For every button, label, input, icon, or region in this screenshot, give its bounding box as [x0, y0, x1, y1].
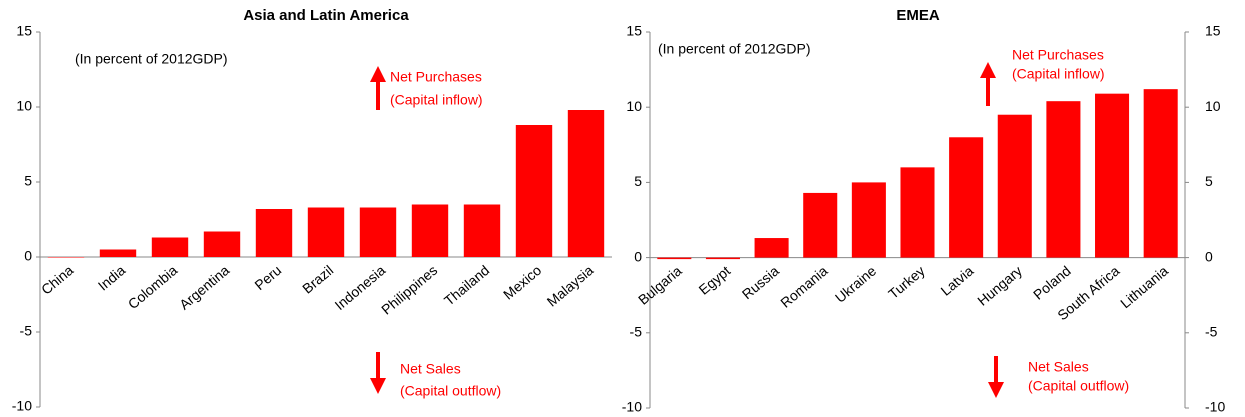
y-tick-label: 5	[24, 173, 32, 189]
bar	[1046, 101, 1081, 258]
annotation: (Capital outflow)	[400, 383, 501, 399]
y-tick-label: 15	[626, 23, 642, 39]
x-tick-label: Bulgaria	[635, 262, 685, 307]
y-tick-label: 10	[1205, 98, 1221, 114]
y-tick-label: 10	[626, 98, 642, 114]
bar	[151, 237, 189, 257]
y-tick-label: -5	[20, 323, 33, 339]
bar	[851, 182, 886, 258]
bar	[99, 249, 137, 257]
y-tick-label: -10	[622, 399, 642, 415]
x-tick-label: Brazil	[299, 262, 336, 297]
annotation: (Capital outflow)	[1028, 378, 1129, 394]
bar	[1095, 93, 1130, 258]
annotation: Net Purchases	[390, 69, 482, 85]
bar	[567, 110, 605, 257]
y-tick-label: 15	[1205, 23, 1221, 39]
x-tick-label: Colombia	[125, 262, 181, 312]
bar	[515, 125, 553, 257]
x-tick-label: Egypt	[696, 262, 734, 297]
annotation: Net Sales	[1028, 359, 1089, 375]
bar	[1143, 89, 1178, 258]
annotation: (In percent of 2012GDP)	[658, 41, 811, 57]
y-tick-label: -10	[1205, 399, 1225, 415]
annotation: (Capital inflow)	[390, 92, 483, 108]
bar	[411, 204, 449, 257]
x-tick-label: China	[38, 262, 76, 298]
y-tick-label: 5	[634, 173, 642, 189]
chart-title: Asia and Latin America	[243, 7, 409, 24]
y-tick-label: 5	[1205, 173, 1213, 189]
y-tick-label: 10	[16, 98, 32, 114]
x-tick-label: Thailand	[441, 262, 492, 309]
x-tick-label: Russia	[739, 262, 782, 302]
x-tick-label: Ukraine	[832, 262, 879, 305]
x-tick-label: Hungary	[974, 262, 1025, 308]
x-tick-label: Poland	[1030, 262, 1074, 302]
y-tick-label: 0	[634, 248, 642, 264]
x-tick-label: Turkey	[885, 262, 928, 301]
x-tick-label: Peru	[251, 262, 284, 293]
bar	[255, 209, 293, 257]
bar	[47, 257, 85, 258]
bar	[754, 238, 789, 258]
x-tick-label: Romania	[777, 262, 830, 310]
y-tick-label: -10	[12, 398, 32, 414]
y-tick-label: -5	[1205, 324, 1218, 340]
bar	[997, 114, 1032, 258]
bar	[803, 192, 838, 258]
bar	[203, 231, 241, 257]
x-tick-label: Philippines	[378, 262, 440, 318]
bar	[657, 257, 692, 260]
x-tick-label: Mexico	[500, 262, 544, 303]
annotation: Net Sales	[400, 361, 461, 377]
bar	[307, 207, 345, 257]
x-tick-label: Lithuania	[1117, 262, 1171, 311]
chart-title: EMEA	[896, 7, 940, 24]
x-tick-label: Malaysia	[544, 262, 597, 310]
annotation: (In percent of 2012GDP)	[75, 51, 228, 67]
y-tick-label: 0	[24, 248, 32, 264]
bar	[359, 207, 397, 257]
y-tick-label: 0	[1205, 248, 1213, 264]
bar	[949, 137, 984, 258]
bar	[463, 204, 501, 257]
x-tick-label: Argentina	[176, 262, 232, 313]
annotation: Net Purchases	[1012, 47, 1104, 63]
annotation: (Capital inflow)	[1012, 66, 1105, 82]
x-tick-label: India	[95, 262, 129, 294]
bar	[900, 167, 935, 258]
y-tick-label: -5	[630, 324, 643, 340]
bar	[705, 257, 740, 260]
x-tick-label: Latvia	[938, 262, 977, 298]
y-tick-label: 15	[16, 23, 32, 39]
